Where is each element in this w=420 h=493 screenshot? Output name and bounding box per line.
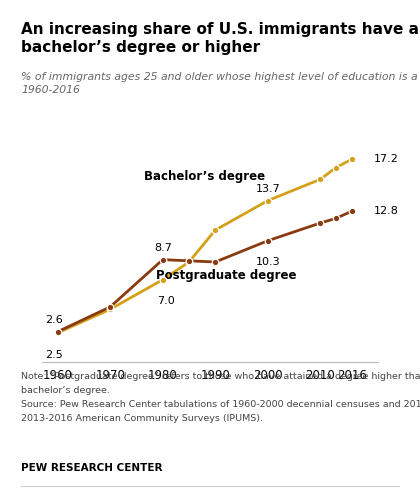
- Point: [186, 258, 192, 266]
- Text: Note: “Postgraduate degree” refers to those who have attained a degree higher th: Note: “Postgraduate degree” refers to th…: [21, 372, 420, 381]
- Text: Postgraduate degree: Postgraduate degree: [155, 269, 296, 282]
- Text: 7.0: 7.0: [157, 296, 174, 306]
- Text: 10.3: 10.3: [255, 257, 280, 267]
- Point: [265, 197, 271, 205]
- Point: [333, 164, 339, 172]
- Text: 2013-2016 American Community Surveys (IPUMS).: 2013-2016 American Community Surveys (IP…: [21, 414, 263, 423]
- Text: bachelor’s degree.: bachelor’s degree.: [21, 386, 110, 395]
- Point: [160, 276, 166, 283]
- Text: Bachelor’s degree: Bachelor’s degree: [144, 170, 265, 183]
- Point: [55, 328, 61, 336]
- Point: [265, 237, 271, 245]
- Text: 2.6: 2.6: [45, 315, 63, 325]
- Point: [349, 155, 355, 163]
- Point: [107, 305, 113, 313]
- Text: 2.5: 2.5: [45, 350, 63, 359]
- Point: [107, 303, 113, 311]
- Text: 8.7: 8.7: [154, 243, 172, 253]
- Text: PEW RESEARCH CENTER: PEW RESEARCH CENTER: [21, 463, 163, 473]
- Point: [349, 207, 355, 215]
- Point: [212, 258, 219, 266]
- Text: % of immigrants ages 25 and older whose highest level of education is a __,
1960: % of immigrants ages 25 and older whose …: [21, 71, 420, 95]
- Point: [160, 256, 166, 264]
- Text: 12.8: 12.8: [374, 206, 399, 216]
- Point: [317, 219, 324, 227]
- Point: [186, 257, 192, 265]
- Text: An increasing share of U.S. immigrants have a
bachelor’s degree or higher: An increasing share of U.S. immigrants h…: [21, 22, 419, 55]
- Point: [55, 329, 61, 337]
- Text: Source: Pew Research Center tabulations of 1960-2000 decennial censuses and 2010: Source: Pew Research Center tabulations …: [21, 400, 420, 409]
- Text: 13.7: 13.7: [255, 184, 280, 194]
- Text: 17.2: 17.2: [374, 154, 399, 164]
- Point: [333, 214, 339, 222]
- Point: [212, 226, 219, 234]
- Point: [317, 176, 324, 183]
